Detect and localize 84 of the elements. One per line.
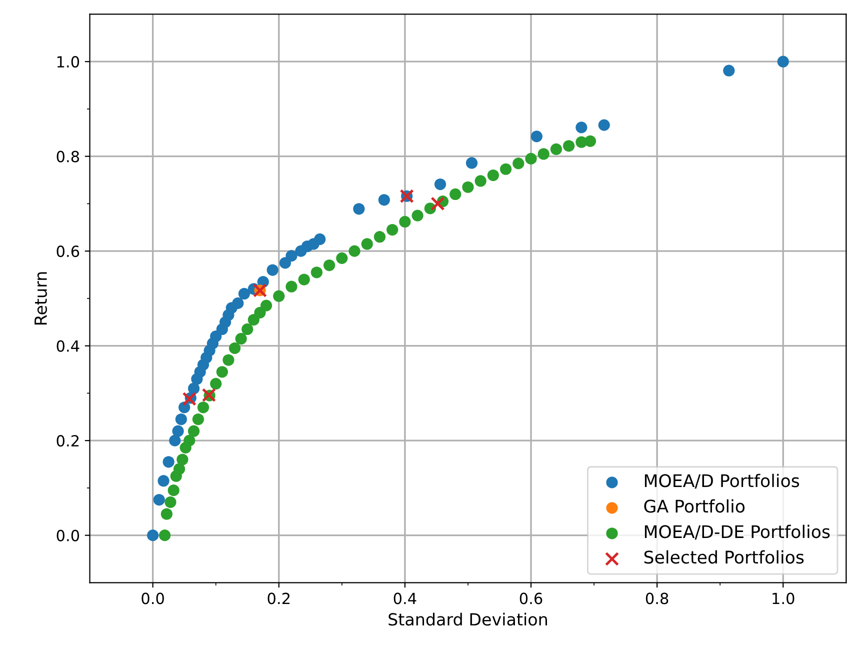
legend-label: MOEA/D Portfolios [644, 474, 800, 489]
point [216, 366, 228, 378]
point [286, 280, 298, 292]
y-tick-label: 0.8 [56, 150, 80, 162]
point [361, 238, 373, 250]
point [336, 252, 348, 264]
point [147, 530, 159, 542]
y-tick-label: 1.0 [57, 56, 80, 68]
point [182, 392, 196, 406]
point [323, 259, 336, 272]
x-tick-label: 0.4 [394, 592, 416, 604]
point [210, 330, 222, 342]
point [353, 203, 365, 215]
point [584, 135, 596, 147]
point [487, 169, 499, 182]
point [399, 216, 411, 228]
point [777, 56, 789, 68]
point [286, 250, 298, 262]
point [222, 354, 234, 366]
y-tick-label: 0.6 [56, 246, 80, 258]
point [168, 484, 180, 496]
point [210, 378, 222, 390]
point [348, 245, 360, 257]
y-axis-title: Return [34, 272, 47, 324]
x-tick-label: 0.0 [142, 592, 164, 604]
point [232, 297, 244, 309]
point [160, 508, 172, 520]
point [242, 323, 254, 336]
point [184, 434, 196, 446]
point [723, 64, 735, 76]
point [260, 300, 272, 312]
legend-label: MOEA/D-DE Portfolios [644, 524, 830, 540]
point [462, 181, 474, 193]
point [266, 264, 278, 276]
point [158, 530, 171, 542]
x-axis-title: Standard Deviation [388, 612, 547, 626]
point [158, 475, 170, 487]
x-tick-label: 0.8 [646, 592, 668, 604]
point [173, 463, 186, 475]
point [176, 454, 188, 466]
point [238, 288, 250, 300]
point [228, 342, 241, 354]
point [192, 413, 204, 426]
point [530, 130, 542, 142]
point [169, 434, 181, 446]
point [563, 140, 575, 152]
x-tick-label: 0.6 [520, 592, 542, 604]
point [500, 163, 512, 175]
point [525, 152, 537, 165]
point [188, 425, 200, 437]
y-tick-label: 0.4 [56, 340, 80, 352]
point [538, 148, 550, 160]
y-tick-label: 0.2 [56, 435, 79, 447]
point [466, 157, 478, 169]
point [175, 413, 187, 426]
point [314, 233, 326, 246]
point [153, 494, 165, 506]
x-tick-label: 0.2 [268, 592, 290, 604]
point [576, 122, 588, 134]
point [248, 314, 260, 326]
legend-label: Selected Portfolios [644, 550, 804, 564]
point [598, 119, 610, 131]
point [430, 196, 445, 211]
x-tick-label: 1.0 [772, 592, 794, 604]
point [374, 231, 386, 243]
point [162, 456, 174, 468]
point [550, 143, 562, 156]
point [450, 188, 462, 200]
point [412, 210, 424, 222]
point [254, 306, 266, 318]
point [164, 496, 176, 508]
point [273, 290, 285, 302]
point [378, 194, 390, 206]
point [512, 158, 524, 170]
point [310, 266, 323, 278]
y-tick-label: 0.0 [56, 530, 80, 542]
legend-label: GA Portfolio [644, 499, 745, 513]
point [434, 178, 446, 190]
point [235, 332, 247, 345]
point [172, 425, 184, 437]
point [386, 224, 398, 236]
point [197, 402, 210, 414]
point [298, 274, 310, 286]
point [474, 175, 486, 187]
